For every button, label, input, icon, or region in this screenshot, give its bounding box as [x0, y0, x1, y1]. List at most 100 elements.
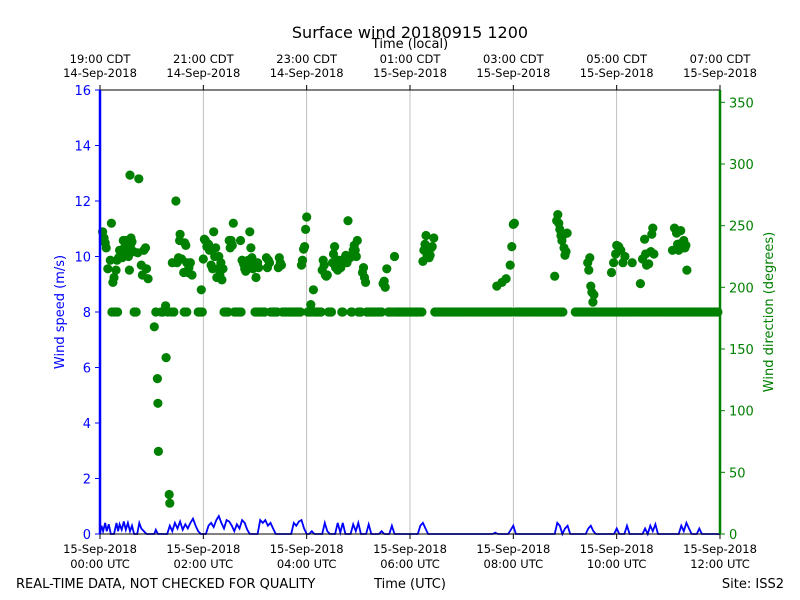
wind-direction-point: [165, 498, 175, 508]
top-axis-label: Time (local): [371, 37, 448, 52]
right-tick-label: 150: [729, 343, 754, 358]
top-tick-date: 15-Sep-2018: [580, 66, 654, 80]
wind-direction-point: [505, 260, 515, 270]
wind-direction-point: [361, 277, 371, 287]
wind-direction-point: [351, 251, 361, 262]
wind-direction-point: [606, 267, 617, 278]
bottom-tick-time: 02:00 UTC: [174, 557, 234, 571]
top-tick-time: 23:00 CDT: [276, 52, 338, 66]
wind-direction-point: [246, 243, 256, 253]
wind-direction-point: [182, 307, 192, 317]
wind-direction-point: [627, 258, 637, 268]
wind-direction-point: [421, 230, 431, 241]
right-tick-label: 200: [729, 281, 754, 296]
wind-direction-point: [143, 274, 153, 284]
wind-direction-point: [196, 285, 206, 295]
wind-direction-point: [264, 258, 275, 268]
left-tick-label: 12: [74, 195, 91, 210]
top-tick-date: 15-Sep-2018: [373, 66, 447, 80]
wind-direction-point: [682, 265, 692, 275]
bottom-tick-time: 12:00 UTC: [690, 557, 750, 571]
wind-direction-point: [175, 229, 185, 239]
wind-direction-point: [106, 218, 116, 228]
wind-direction-point: [276, 260, 286, 270]
wind-direction-point: [141, 264, 152, 274]
footer-quality-note: REAL-TIME DATA, NOT CHECKED FOR QUALITY: [16, 577, 315, 592]
wind-direction-point: [306, 300, 316, 310]
bottom-tick-time: 08:00 UTC: [484, 557, 544, 571]
left-tick-label: 4: [83, 417, 91, 432]
bottom-axis-label: Time (UTC): [373, 577, 446, 592]
chart-title: Surface wind 20180915 1200: [292, 23, 528, 42]
wind-direction-point: [113, 307, 123, 317]
bottom-tick-time: 04:00 UTC: [277, 557, 337, 571]
wind-direction-point: [197, 307, 207, 317]
bottom-tick-date: 15-Sep-2018: [63, 542, 137, 556]
top-tick-time: 05:00 CDT: [586, 52, 648, 66]
wind-direction-point: [358, 263, 369, 273]
wind-direction-point: [227, 240, 237, 250]
bottom-tick-time: 10:00 UTC: [587, 557, 647, 571]
wind-direction-point: [101, 243, 111, 253]
wind-direction-series: [98, 170, 723, 508]
wind-direction-point: [330, 242, 340, 252]
wind-direction-point: [558, 307, 568, 317]
wind-direction-point: [377, 307, 387, 317]
wind-direction-point: [140, 243, 151, 253]
wind-direction-point: [236, 307, 246, 317]
right-tick-label: 350: [729, 96, 754, 111]
top-tick-time: 21:00 CDT: [173, 52, 235, 66]
wind-direction-point: [550, 271, 560, 281]
right-tick-label: 250: [729, 220, 754, 235]
right-axis-label: Wind direction (degrees): [762, 232, 777, 392]
wind-direction-point: [164, 489, 174, 500]
wind-direction-point: [681, 240, 691, 250]
right-tick-label: 100: [729, 405, 754, 420]
left-tick-label: 10: [74, 251, 91, 266]
wind-direction-point: [185, 258, 195, 268]
wind-direction-point: [352, 235, 362, 246]
wind-direction-point: [228, 218, 238, 228]
wind-direction-point: [644, 259, 654, 269]
wind-direction-point: [254, 263, 264, 273]
wind-direction-point: [218, 264, 228, 274]
wind-direction-point: [111, 265, 121, 275]
wind-direction-point: [553, 210, 563, 220]
wind-direction-point: [127, 237, 137, 247]
wind-direction-point: [251, 272, 261, 283]
wind-direction-point: [198, 254, 208, 264]
bottom-tick-time: 06:00 UTC: [380, 557, 440, 571]
wind-direction-point: [245, 227, 255, 237]
wind-direction-point: [109, 272, 119, 283]
wind-direction-point: [301, 224, 311, 234]
wind-direction-point: [134, 174, 144, 184]
wind-direction-point: [153, 446, 163, 456]
top-tick-time: 03:00 CDT: [483, 52, 545, 66]
left-tick-label: 2: [83, 473, 91, 488]
wind-direction-point: [187, 270, 197, 280]
wind-direction-point: [382, 264, 392, 274]
wind-direction-point: [584, 265, 594, 275]
top-tick-date: 14-Sep-2018: [166, 66, 240, 80]
top-tick-time: 07:00 CDT: [690, 52, 752, 66]
wind-direction-point: [124, 265, 134, 275]
wind-direction-point: [635, 279, 646, 289]
left-tick-label: 14: [74, 140, 91, 155]
left-axis-label: Wind speed (m/s): [53, 255, 68, 369]
left-tick-label: 6: [83, 362, 91, 377]
wind-direction-point: [322, 270, 332, 280]
wind-direction-point: [316, 307, 326, 317]
wind-direction-point: [501, 274, 511, 284]
wind-direction-point: [125, 170, 135, 180]
wind-direction-point: [152, 374, 162, 384]
top-tick-time: 01:00 CDT: [380, 52, 442, 66]
top-tick-date: 14-Sep-2018: [270, 66, 344, 80]
wind-direction-point: [302, 212, 312, 222]
wind-direction-point: [217, 275, 227, 285]
wind-direction-point: [300, 242, 310, 252]
wind-direction-point: [620, 251, 630, 262]
top-tick-date: 15-Sep-2018: [476, 66, 550, 80]
wind-direction-point: [343, 216, 353, 226]
bottom-tick-date: 15-Sep-2018: [476, 542, 550, 556]
